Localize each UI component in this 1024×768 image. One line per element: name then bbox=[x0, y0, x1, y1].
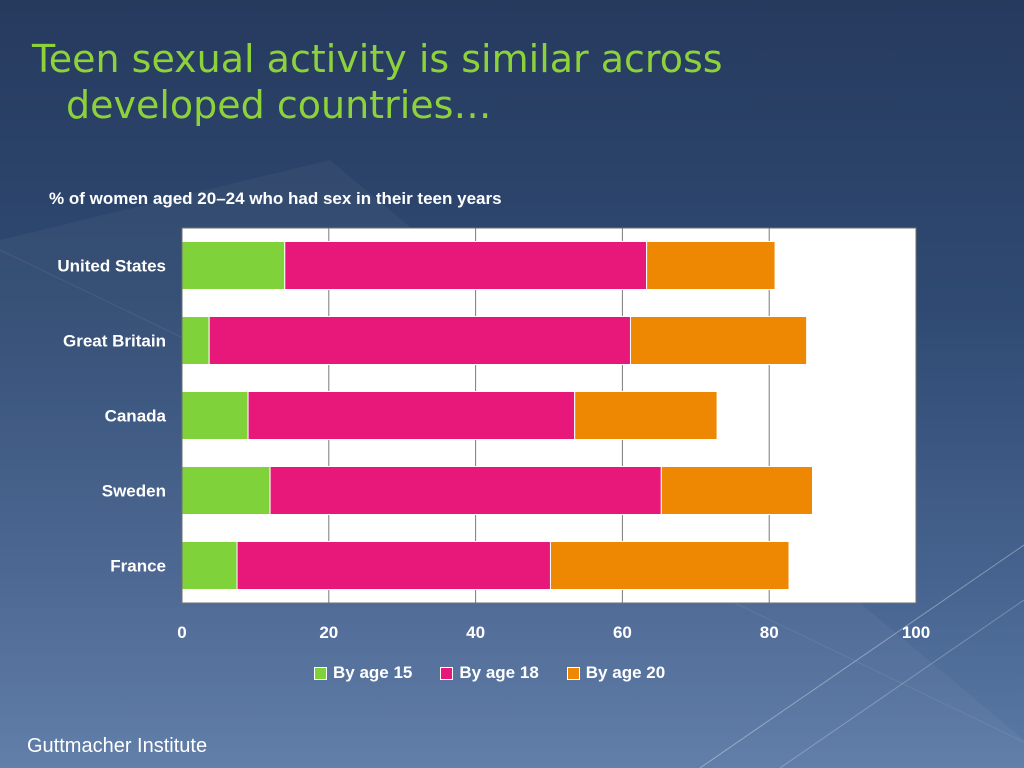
bar-united-states-by-age-15 bbox=[181, 241, 286, 290]
category-label: Great Britain bbox=[63, 332, 166, 351]
bar-great-britain-by-age-18 bbox=[208, 316, 631, 365]
category-label: Canada bbox=[105, 407, 167, 426]
slide-title-line-2: developed countries… bbox=[66, 83, 492, 127]
bar-united-states-by-age-18 bbox=[284, 241, 648, 290]
legend-item-by-age-20: By age 20 bbox=[566, 663, 666, 683]
bar-great-britain-by-age-15 bbox=[181, 316, 210, 365]
x-tick-label: 80 bbox=[760, 623, 779, 642]
source-credit: Guttmacher Institute bbox=[27, 735, 208, 757]
bar-france-by-age-15 bbox=[181, 541, 238, 590]
category-label: United States bbox=[57, 257, 166, 276]
legend-label-by-age-18: By age 18 bbox=[459, 663, 539, 682]
x-tick-label: 40 bbox=[466, 623, 485, 642]
x-tick-label: 0 bbox=[177, 623, 186, 642]
bar-france-by-age-20 bbox=[549, 541, 790, 590]
legend-item-by-age-18: By age 18 bbox=[440, 663, 539, 683]
category-label: Sweden bbox=[102, 482, 166, 501]
bar-canada-by-age-20 bbox=[574, 391, 718, 440]
legend-item-by-age-15: By age 15 bbox=[314, 663, 412, 683]
legend-swatch-by-age-20 bbox=[566, 666, 580, 680]
bar-canada-by-age-18 bbox=[247, 391, 576, 440]
bar-canada-by-age-15 bbox=[181, 391, 249, 440]
x-tick-label: 20 bbox=[319, 623, 338, 642]
bar-united-states-by-age-20 bbox=[646, 241, 776, 290]
bar-sweden-by-age-15 bbox=[181, 466, 271, 515]
plot-border bbox=[181, 227, 917, 604]
bar-sweden-by-age-18 bbox=[269, 466, 662, 515]
chart-legend: By age 15 By age 18 By age 20 bbox=[314, 663, 665, 683]
slide-title: Teen sexual activity is similar across d… bbox=[32, 36, 723, 128]
x-tick-label: 60 bbox=[613, 623, 632, 642]
legend-swatch-by-age-15 bbox=[314, 666, 327, 680]
x-tick-label: 100 bbox=[902, 623, 930, 642]
chart-title: % of women aged 20–24 who had sex in the… bbox=[49, 189, 502, 208]
bar-france-by-age-18 bbox=[236, 541, 551, 590]
legend-swatch-by-age-18 bbox=[440, 666, 454, 680]
bar-sweden-by-age-20 bbox=[660, 466, 814, 515]
legend-label-by-age-15: By age 15 bbox=[333, 663, 413, 682]
legend-label-by-age-20: By age 20 bbox=[585, 663, 666, 682]
slide-title-line-1: Teen sexual activity is similar across bbox=[32, 37, 723, 81]
bar-great-britain-by-age-20 bbox=[629, 316, 808, 365]
category-label: France bbox=[110, 557, 166, 576]
